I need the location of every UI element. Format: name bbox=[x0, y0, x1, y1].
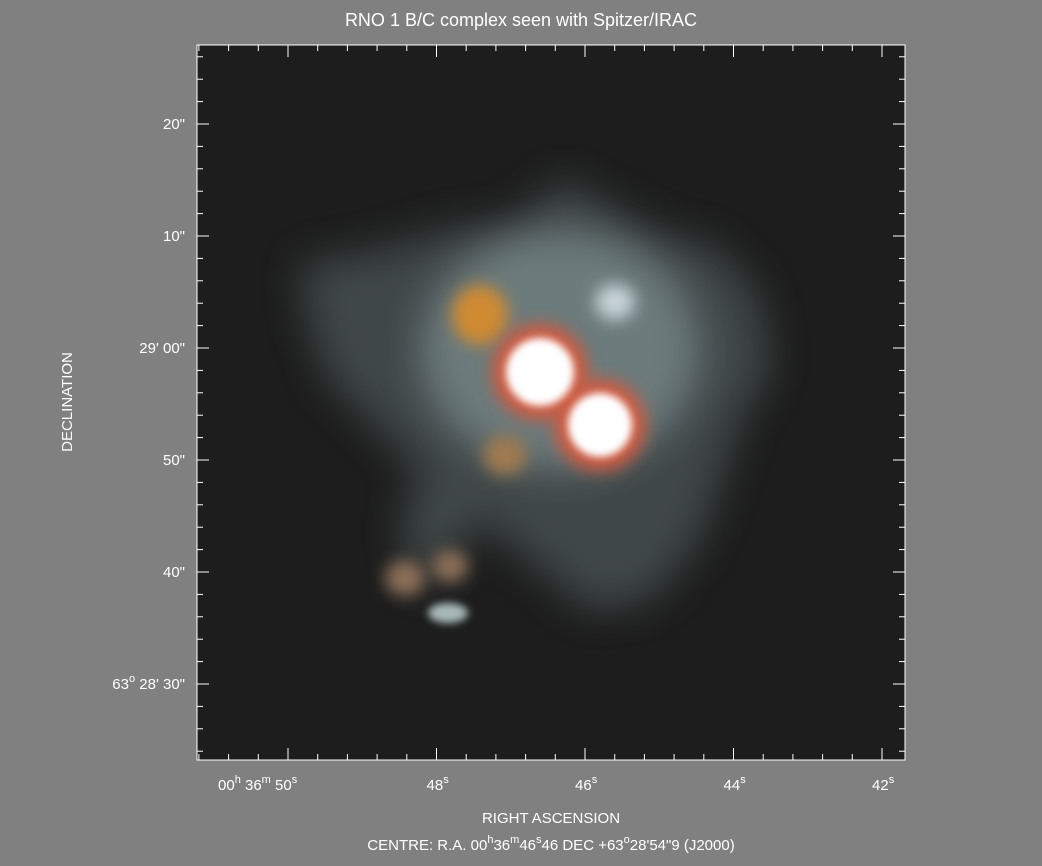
superscript: s bbox=[592, 774, 598, 786]
x-axis-label: RIGHT ASCENSION bbox=[482, 810, 620, 827]
text-segment: 40" bbox=[163, 564, 185, 581]
text-segment: 42 bbox=[872, 777, 889, 794]
text-segment: CENTRE: R.A. 00 bbox=[367, 837, 487, 854]
text-segment: 29' 00" bbox=[139, 340, 185, 357]
y-tick-label: 40" bbox=[163, 564, 185, 581]
text-segment: 10" bbox=[163, 228, 185, 245]
y-tick-label: 10" bbox=[163, 228, 185, 245]
x-tick-label: 46s bbox=[575, 774, 598, 794]
title: RNO 1 B/C complex seen with Spitzer/IRAC bbox=[345, 10, 697, 30]
superscript: m bbox=[510, 834, 519, 846]
superscript: s bbox=[740, 774, 746, 786]
x-tick-label: 00h 36m 50s bbox=[218, 774, 298, 794]
superscript: s bbox=[889, 774, 895, 786]
centre-note: CENTRE: R.A. 00h36m46s46 DEC +63o28'54"9… bbox=[367, 834, 734, 854]
text-segment: 50 bbox=[271, 777, 292, 794]
x-tick-label: 42s bbox=[872, 774, 895, 794]
text-segment: 48 bbox=[427, 777, 444, 794]
text-segment: 46 bbox=[519, 837, 536, 854]
text-segment: 44 bbox=[724, 777, 741, 794]
text-segment: 36 bbox=[241, 777, 262, 794]
superscript: m bbox=[262, 774, 271, 786]
text-segment: 36 bbox=[493, 837, 510, 854]
figure: RNO 1 B/C complex seen with Spitzer/IRAC… bbox=[0, 0, 1042, 866]
y-axis-label: DECLINATION bbox=[59, 352, 76, 452]
x-tick-label: 48s bbox=[427, 774, 450, 794]
superscript: s bbox=[292, 774, 298, 786]
superscript: s bbox=[443, 774, 449, 786]
text-segment: 20" bbox=[163, 116, 185, 133]
y-tick-label: 29' 00" bbox=[139, 340, 185, 357]
text-segment: 63 bbox=[112, 676, 129, 693]
text-segment: 28' 30" bbox=[135, 676, 185, 693]
y-tick-label: 20" bbox=[163, 116, 185, 133]
text-segment: 46 bbox=[575, 777, 592, 794]
text-segment: 00 bbox=[218, 777, 235, 794]
text-segment: 46 DEC +63 bbox=[542, 837, 624, 854]
y-tick-label: 63o 28' 30" bbox=[112, 673, 185, 693]
text-segment: 50" bbox=[163, 452, 185, 469]
x-tick-label: 44s bbox=[724, 774, 747, 794]
y-tick-label: 50" bbox=[163, 452, 185, 469]
text-segment: 28'54"9 (J2000) bbox=[630, 837, 735, 854]
